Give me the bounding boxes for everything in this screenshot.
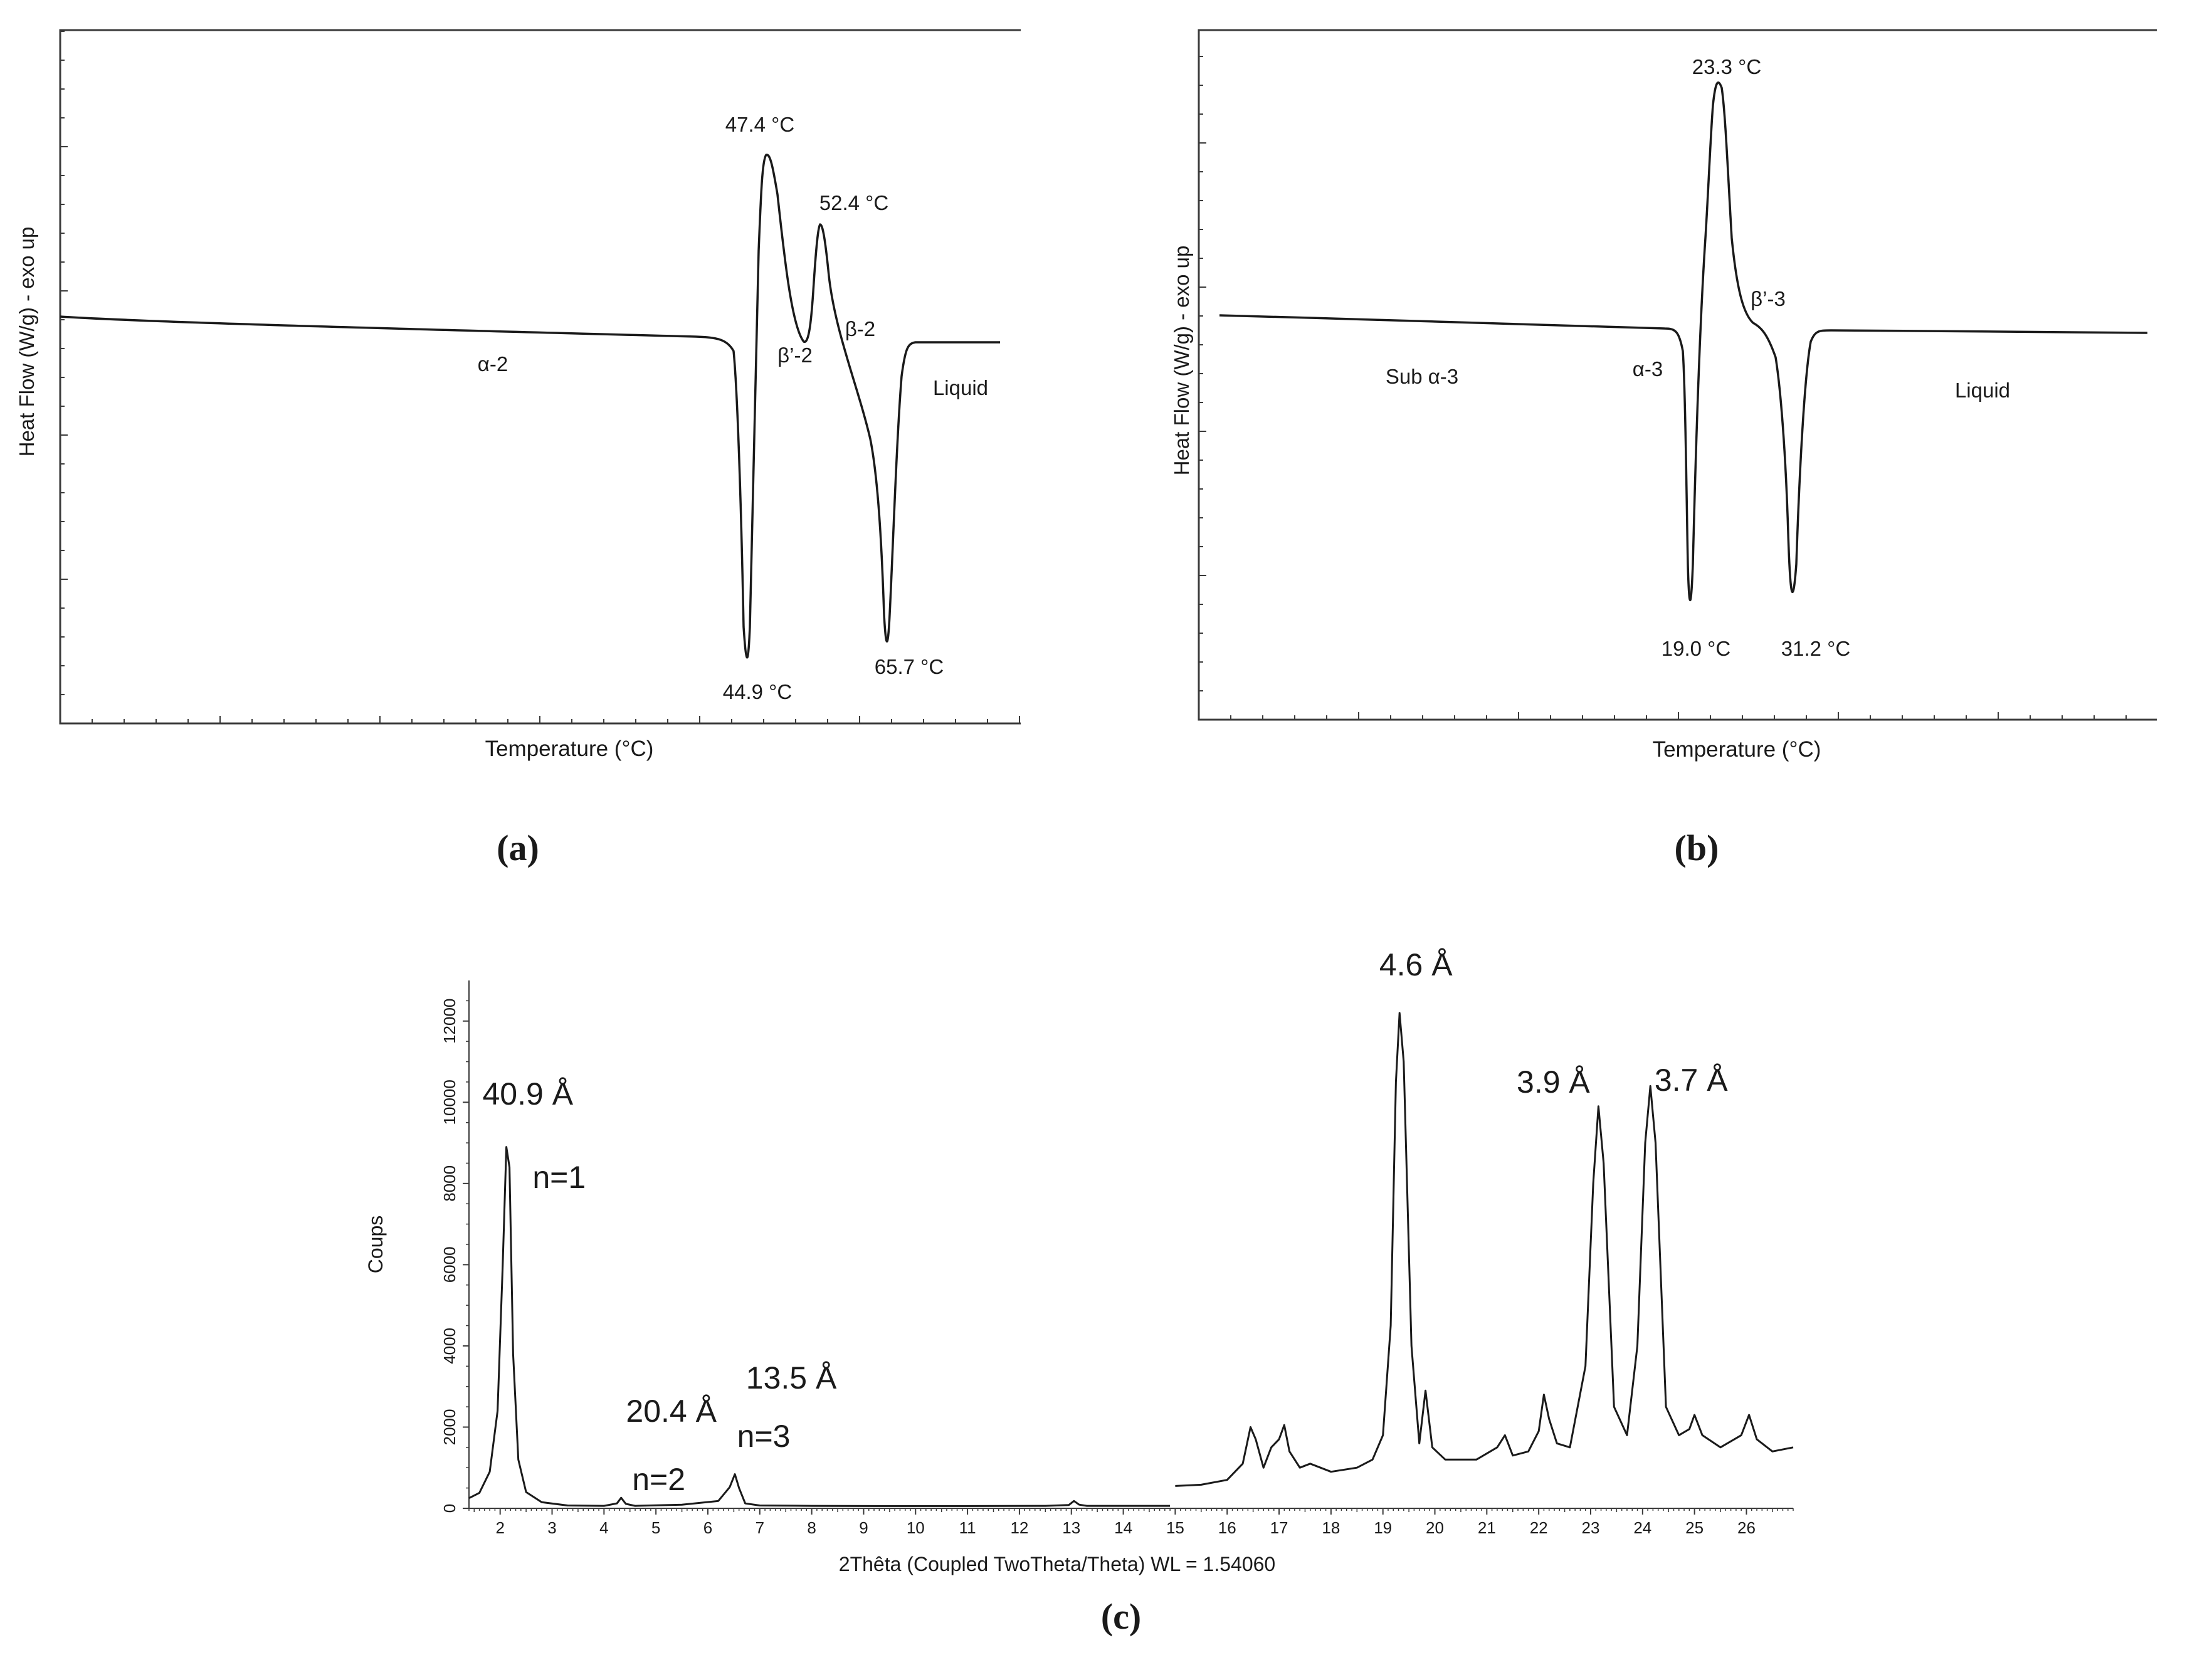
panel-c-annotation: n=2 [632,1462,685,1497]
panel-a-x-ticks [60,716,1020,723]
panel-a-annotation-65-7: 65.7 °C [875,655,944,678]
x-tick-label: 3 [547,1518,556,1537]
x-tick-label: 17 [1270,1518,1288,1537]
x-tick-label: 14 [1114,1518,1132,1537]
panel-c-y-ticks: 0 2000 4000 6000 8000 10000 12000 [440,999,469,1513]
panel-b-dsc-curve [1219,81,2148,601]
panel-c-series [468,1012,1794,1507]
x-tick-label: 4 [599,1518,608,1537]
panel-a-annotation-47-4: 47.4 °C [725,113,794,136]
panel-b-label: (b) [1675,828,1719,868]
panel-c-x-axis-label: 2Thêta (Coupled TwoTheta/Theta) WL = 1.5… [839,1553,1275,1575]
panel-c-annotation: n=3 [737,1419,791,1454]
panel-a-y-axis-label: Heat Flow (W/g) - exo up [15,227,38,457]
panel-c-annotation: 13.5 Å [746,1360,837,1395]
panel-a-phase-beta-2: β-2 [845,317,875,340]
panel-c-annotation: 4.6 Å [1379,947,1453,982]
panel-b-phase-beta-prime-3: β’-3 [1751,287,1786,310]
x-tick-label: 12 [1010,1518,1028,1537]
panel-a-x-axis-label: Temperature (°C) [485,737,654,761]
x-tick-label: 23 [1582,1518,1600,1537]
x-tick-label: 19 [1374,1518,1392,1537]
panel-c-annotation: 3.9 Å [1517,1064,1590,1100]
panel-c-annotation: 20.4 Å [626,1394,717,1429]
xrd-series-1 [468,1146,1171,1507]
panel-b-y-ticks [1199,56,1206,720]
panel-c-annotation: 3.7 Å [1655,1063,1728,1098]
x-tick-label: 5 [651,1518,660,1537]
panel-b-annotation-19-0: 19.0 °C [1662,637,1730,660]
panel-c-label: (c) [1101,1596,1141,1637]
x-tick-label: 2 [495,1518,504,1537]
panel-b-x-axis-label: Temperature (°C) [1653,737,1821,762]
x-tick-label: 11 [959,1518,976,1537]
x-tick-label: 10 [907,1518,925,1537]
x-tick-label: 9 [859,1518,868,1537]
x-tick-label: 16 [1218,1518,1236,1537]
panel-c-x-ticks: 2 3 4 5 6 7 8 9 10 11 12 13 14 15 16 17 18 19 20 21 22 23 24 25… [468,1508,1794,1537]
panel-b-x-ticks [1198,712,2127,720]
y-tick-label: 6000 [440,1246,459,1283]
panel-a-chart: 47.4 °C 52.4 °C 44.9 °C 65.7 °C α-2 β’-2… [15,29,1021,761]
panel-a-dsc-curve [60,154,1000,659]
panel-b-annotation-23-3: 23.3 °C [1692,55,1761,78]
x-tick-label: 24 [1633,1518,1651,1537]
x-tick-label: 26 [1737,1518,1756,1537]
x-tick-label: 18 [1322,1518,1340,1537]
panel-c-annotation: 40.9 Å [482,1076,573,1111]
x-tick-label: 25 [1685,1518,1704,1537]
x-tick-label: 20 [1426,1518,1444,1537]
panel-c-annotations: 40.9 Å n=1 20.4 Å n=2 13.5 Å n=3 4.6 Å 3.9 Å 3.7… [482,947,1728,1497]
y-tick-label: 10000 [440,1080,459,1125]
panel-b-y-axis-label: Heat Flow (W/g) - exo up [1170,246,1193,476]
panel-a-label: (a) [497,828,539,868]
panel-a-annotation-44-9: 44.9 °C [723,680,792,703]
x-tick-label: 6 [703,1518,712,1537]
x-tick-label: 15 [1166,1518,1184,1537]
panel-c-annotation: n=1 [532,1160,586,1195]
x-tick-label: 21 [1478,1518,1496,1537]
panel-b-chart: 23.3 °C 19.0 °C 31.2 °C Sub α-3 α-3 β’-3… [1170,29,2157,762]
panel-a-annotation-52-4: 52.4 °C [819,191,888,214]
x-tick-label: 22 [1530,1518,1548,1537]
panel-a-phase-beta-prime-2: β’-2 [777,344,813,367]
panel-b-phase-liquid: Liquid [1955,379,2010,402]
y-tick-label: 4000 [440,1328,459,1364]
y-tick-label: 8000 [440,1165,459,1202]
x-tick-label: 13 [1062,1518,1080,1537]
panel-a-phase-liquid: Liquid [933,376,988,399]
panel-b-phase-alpha-3: α-3 [1633,357,1663,381]
panel-a-phase-alpha-2: α-2 [478,352,508,376]
panel-b-phase-sub-alpha-3: Sub α-3 [1386,365,1458,388]
x-tick-label: 8 [807,1518,816,1537]
y-tick-label: 0 [440,1504,459,1513]
xrd-series-2 [1175,1012,1794,1487]
x-tick-label: 7 [756,1518,764,1537]
panel-c-chart: 2 3 4 5 6 7 8 9 10 11 12 13 14 15 16 17 18 19 20 21 22 23 24 25… [364,947,1794,1575]
y-tick-label: 12000 [440,999,459,1044]
panel-c-y-axis-label: Coups [364,1216,387,1274]
panel-b-annotation-31-2: 31.2 °C [1781,637,1850,660]
y-tick-label: 2000 [440,1409,459,1446]
panel-a-y-ticks [60,31,68,724]
